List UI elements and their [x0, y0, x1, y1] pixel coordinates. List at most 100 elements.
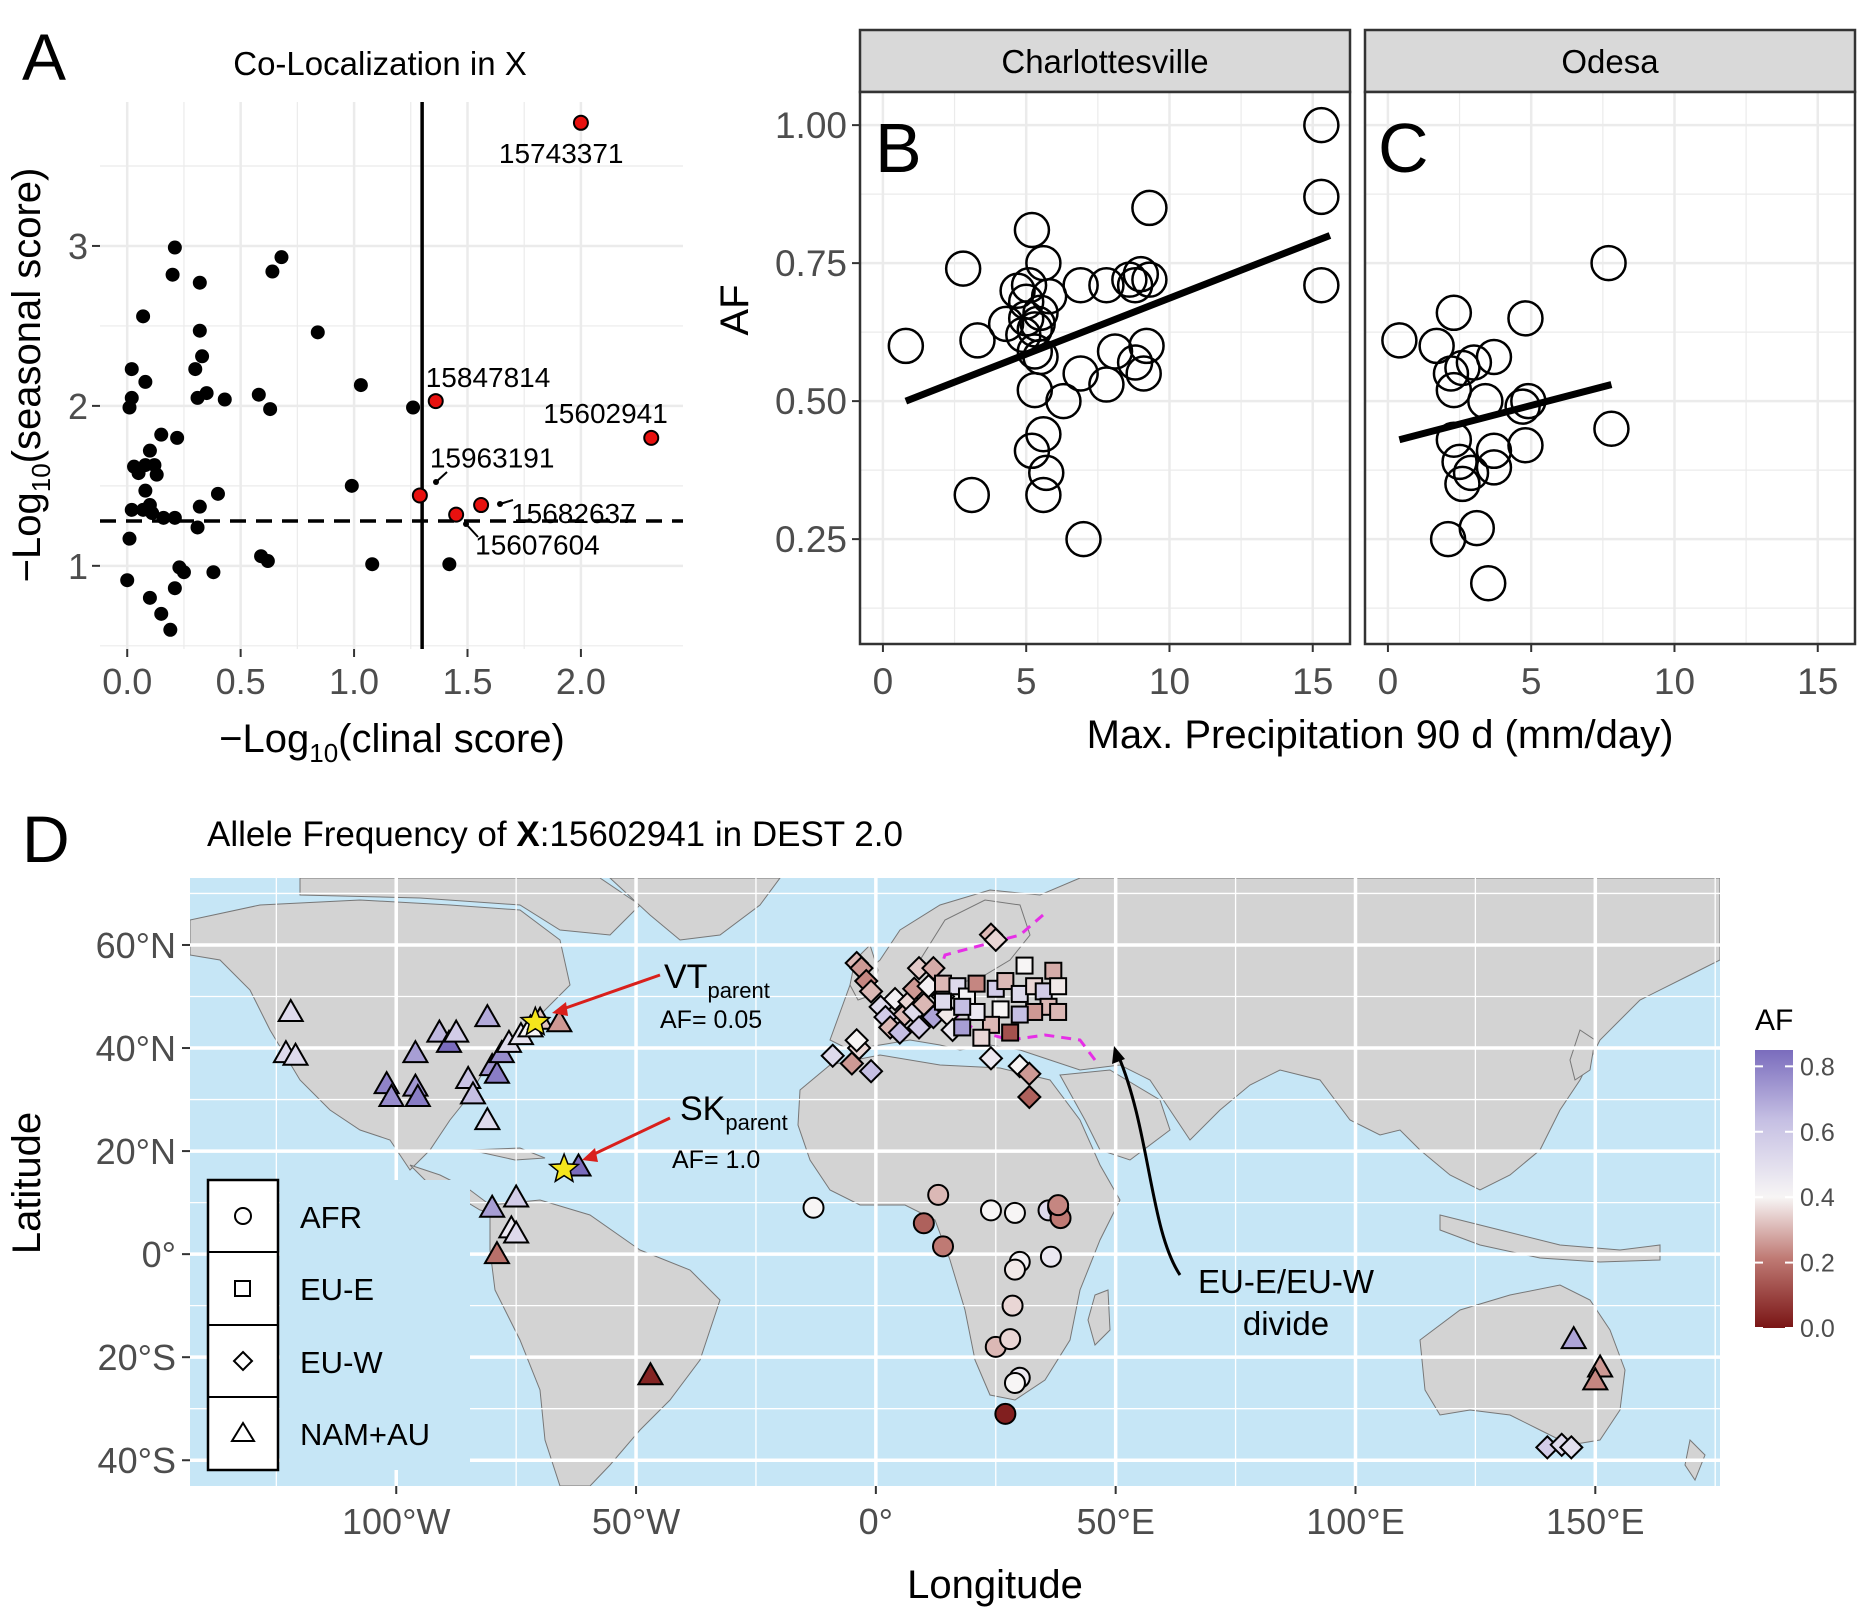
sample-eu-e: [1049, 977, 1068, 996]
sample-nam-au: [478, 1193, 506, 1218]
sample-eu-e: [1044, 961, 1063, 980]
panel-bc-y-label: AF: [713, 284, 757, 335]
divide-label-1: EU-E/EU-W: [1198, 1263, 1375, 1300]
snp-point: [170, 430, 185, 445]
vt-arrow-head: [552, 1002, 568, 1016]
snp-point: [365, 557, 380, 572]
snp-point: [167, 510, 182, 525]
legend-label-afr: AFR: [300, 1200, 362, 1235]
vt-af: AF= 0.05: [660, 1006, 762, 1034]
af-point: [1088, 266, 1125, 304]
af-point: [944, 250, 982, 287]
colorbar-title: AF: [1755, 1004, 1793, 1037]
sample-afr: [1003, 1258, 1026, 1281]
sample-nam-au: [442, 1018, 470, 1043]
sample-eu-e: [1015, 956, 1034, 975]
sample-eu-e: [996, 972, 1015, 991]
x-tick-label: 100°W: [342, 1501, 450, 1542]
star-icon: [519, 1005, 552, 1037]
panel-b-strip-label: Charlottesville: [1001, 43, 1208, 80]
sample-eu-e: [953, 997, 972, 1016]
sample-eu-w: [1558, 1434, 1584, 1460]
af-point: [1025, 415, 1062, 453]
snp-point: [192, 323, 207, 338]
af-point: [1125, 355, 1162, 392]
x-tick-label: 10: [1654, 661, 1695, 702]
x-tick-label: 10: [1149, 661, 1190, 702]
sample-nam-au: [483, 1240, 511, 1265]
land-north-america: [190, 899, 571, 1171]
y-tick-label: 0.25: [775, 519, 847, 560]
snp-point: [353, 378, 368, 393]
af-point: [1507, 300, 1544, 337]
sk-af: AF= 1.0: [672, 1146, 760, 1174]
sample-eu-w: [906, 1015, 932, 1040]
snp-point: [120, 573, 135, 588]
land-japan: [1569, 1029, 1596, 1081]
highlight-snp-point: [427, 393, 444, 410]
sample-nam-au: [281, 1041, 310, 1066]
sample-afr: [999, 1328, 1022, 1351]
y-tick-label: 0.75: [775, 243, 847, 284]
sample-eu-e: [934, 992, 953, 1011]
x-tick-label: 2.0: [556, 661, 606, 702]
af-point: [1590, 244, 1627, 282]
snp-point: [136, 309, 151, 324]
land-africa: [797, 1054, 1121, 1401]
sample-afr: [927, 1183, 950, 1206]
panel-c-strip: [1363, 28, 1857, 94]
x-tick-label: 0: [873, 661, 894, 702]
snp-point: [199, 386, 214, 401]
map-axes: 60°N 40°N 20°N 0° 20°S 40°S 100°W 50°W 0° 50°E 100…: [96, 925, 1645, 1542]
y-tick-label: 60°N: [96, 925, 176, 966]
vt-label: VTparent: [664, 958, 770, 1003]
snp-point: [206, 565, 221, 580]
sample-afr: [994, 1402, 1017, 1425]
x-tick-label: 50°E: [1076, 1501, 1154, 1542]
x-tick-label: 0.0: [102, 661, 152, 702]
af-point: [1452, 454, 1490, 492]
shape-legend-label-bg: [280, 1180, 470, 1470]
af-point: [1475, 449, 1513, 486]
sample-eu-w: [820, 1043, 846, 1069]
af-point: [1303, 266, 1340, 304]
sample-eu-w: [983, 927, 1009, 953]
colorbar-tick-label: 0.0: [1800, 1315, 1835, 1343]
y-tick-label: 1.00: [775, 105, 847, 146]
y-tick-label: 2: [68, 386, 88, 427]
snp-point: [263, 402, 278, 417]
land-madagascar: [1087, 1289, 1111, 1346]
x-tick-label: 100°E: [1306, 1501, 1404, 1542]
sample-nam-au: [401, 1039, 430, 1064]
af-point: [1131, 261, 1168, 298]
af-point: [1065, 520, 1102, 558]
snp-point: [217, 392, 232, 407]
y-tick-label: 3: [68, 226, 88, 267]
snp-label: 15682637: [511, 498, 636, 529]
y-tick-label: 1: [68, 546, 88, 587]
sample-eu-e: [967, 974, 986, 993]
highlight-snp-point: [448, 506, 465, 523]
divide-arrow: [1116, 1054, 1182, 1276]
panel-a-highlight-points: 15743371 15847814 15602941 15963191 15682637…: [411, 114, 668, 561]
panel-b-axes: 0 5 10 15 0.25 0.50 0.75 1.00: [775, 105, 1333, 702]
snp-point: [344, 478, 359, 493]
regression-line: [904, 232, 1332, 405]
sample-nam-au: [502, 1219, 530, 1244]
y-tick-label: 20°S: [98, 1337, 176, 1378]
sample-nam-au: [276, 997, 305, 1022]
y-tick-label: 0.50: [775, 381, 847, 422]
regression-line: [1398, 381, 1613, 444]
panel-label-c: C: [1378, 109, 1429, 187]
sample-eu-e: [1010, 1005, 1029, 1024]
sample-nam-au: [1559, 1325, 1588, 1350]
af-point: [1475, 432, 1513, 470]
sample-eu-w: [921, 955, 946, 981]
x-tick-label: 50°W: [592, 1501, 680, 1542]
snp-label: 15743371: [499, 138, 624, 169]
sample-eu-e: [972, 1028, 991, 1047]
panel-a-y-label: −Log10(seasonal score): [5, 168, 56, 583]
colorbar-tick-label: 0.8: [1800, 1053, 1835, 1081]
snp-point: [165, 267, 180, 282]
sample-eu-w: [1007, 1053, 1033, 1079]
